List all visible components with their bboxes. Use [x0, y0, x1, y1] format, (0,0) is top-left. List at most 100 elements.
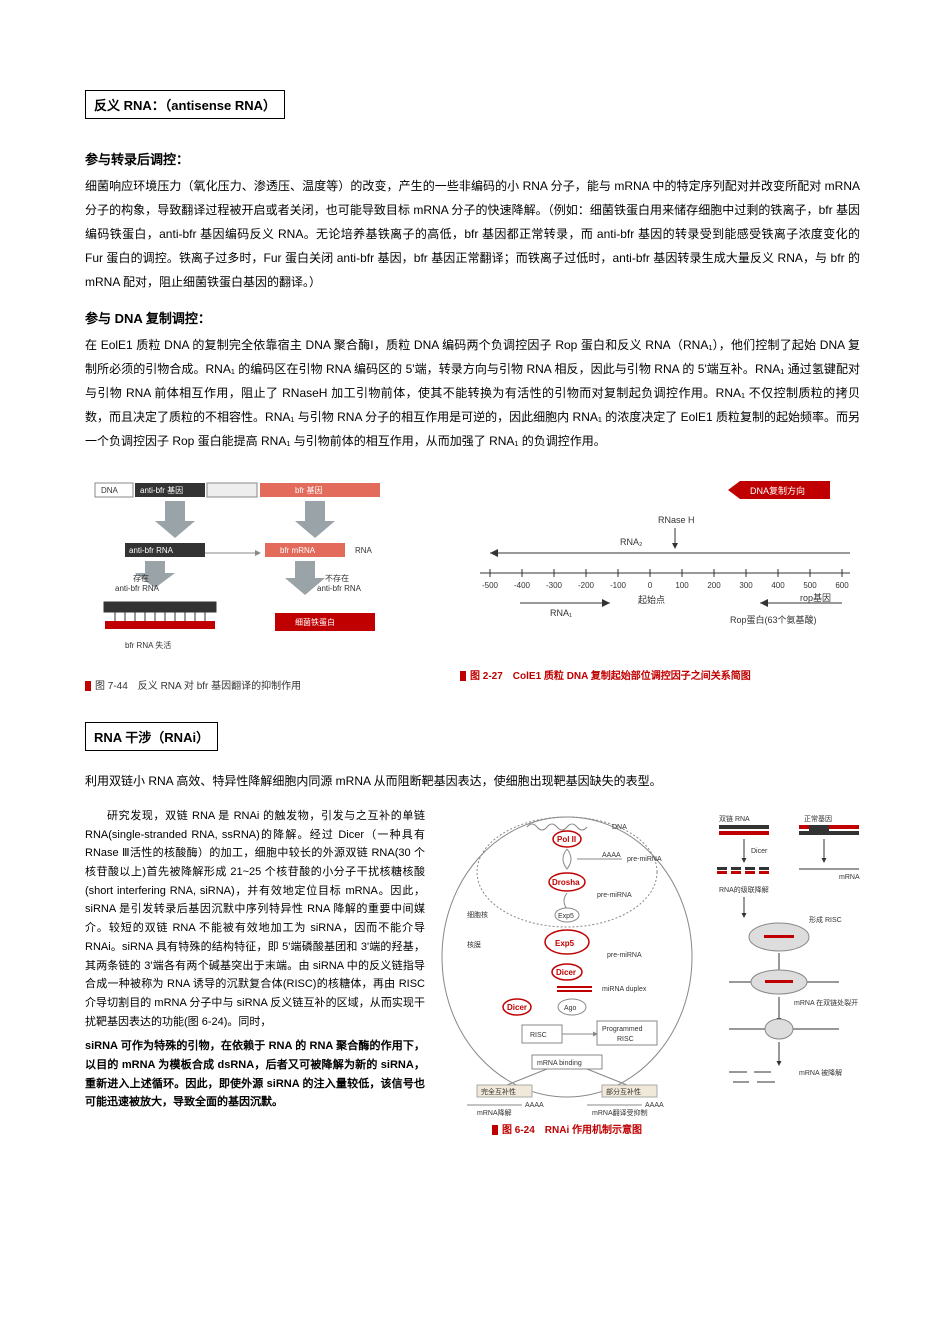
rna-text: RNA	[355, 546, 373, 555]
pre-mirna-3: pre-miRNA	[607, 952, 642, 959]
rop-arrowhead	[760, 599, 768, 607]
arrow-right-down	[295, 501, 335, 538]
rna1-text: RNA₁	[550, 608, 572, 618]
dna-text: DNA	[101, 486, 119, 495]
rop-gene-text: rop基因	[800, 592, 831, 603]
rna2-arrowhead	[490, 549, 498, 557]
mrna-label: mRNA	[839, 874, 860, 881]
section-label-transcription: 参与转录后调控：	[85, 149, 860, 168]
dna-wave	[527, 824, 587, 830]
fig2-caption: 图 2-27 ColE1 质粒 DNA 复制起始部位调控因子之间关系简图	[460, 667, 860, 682]
bfr-gene-text: bfr 基因	[295, 485, 323, 495]
svg-text:AAAA: AAAA	[525, 1102, 544, 1109]
dsrna-label: 双链 RNA	[719, 814, 750, 823]
exp5-small-text: Exp5	[558, 913, 574, 920]
red-bar-icon-2	[460, 671, 466, 681]
rnai-cascade-svg: 双链 RNA 正常基因 Dicer	[709, 807, 869, 1107]
duplex-text: miRNA duplex	[602, 986, 647, 993]
drosha-text: Drosha	[552, 878, 580, 887]
red-bar-icon	[85, 681, 91, 691]
dicer-text: Dicer	[556, 968, 576, 977]
gene-label: 正常基因	[804, 814, 832, 823]
rnai-intro: 利用双链小 RNA 高效、特异性降解细胞内同源 mRNA 从而阻断靶基因表达，使…	[85, 769, 860, 793]
fig1-caption-text: 图 7-44 反义 RNA 对 bfr 基因翻译的抑制作用	[95, 681, 301, 692]
break-label: mRNA 在双链处裂开	[794, 998, 858, 1007]
svg-text:-200: -200	[578, 581, 595, 590]
pre-mirna-2: pre-miRNA	[597, 892, 632, 899]
rnaseh-text: RNase H	[658, 515, 695, 525]
prog-risc-t2: RISC	[617, 1036, 634, 1043]
svg-text:200: 200	[707, 581, 721, 590]
notexist2-text: anti-bfr RNA	[317, 584, 362, 593]
svg-text:-300: -300	[546, 581, 563, 590]
paired-bottom	[105, 621, 215, 629]
svg-text:0: 0	[648, 581, 653, 590]
figure-rnai-cascade: 双链 RNA 正常基因 Dicer	[709, 807, 869, 1136]
branch-right	[587, 1069, 627, 1085]
fig2-caption-text: 图 2-27 ColE1 质粒 DNA 复制起始部位调控因子之间关系简图	[470, 671, 751, 682]
anti-bfr-rna-text: anti-bfr RNA	[129, 546, 174, 555]
full-comp-text: 完全互补性	[481, 1087, 516, 1096]
bfr-mrna-text: bfr mRNA	[280, 546, 316, 555]
dicer2-text: Dicer	[507, 1003, 527, 1012]
svg-text:300: 300	[739, 581, 753, 590]
dna-dir-text: DNA复制方向	[750, 485, 805, 496]
dna-label: DNA	[612, 824, 627, 831]
exp5-big-text: Exp5	[555, 939, 575, 948]
rnai-mechanism-svg: 细胞核 核膜 DNA Pol II AAAA pre-miRNA Drosha …	[437, 807, 697, 1117]
bfr-inactive-text: bfr RNA 失活	[125, 640, 171, 650]
rnai-para-2: siRNA 可作为特殊的引物，在依赖于 RNA 的 RNA 聚合酶的作用下，以目…	[85, 1037, 425, 1112]
ago-text: Ago	[564, 1005, 577, 1012]
paragraph-transcription-body: 细菌响应环境压力（氧化压力、渗透压、温度等）的改变，产生的一些非编码的小 RNA…	[85, 174, 860, 294]
svg-text:AAAA: AAAA	[645, 1102, 664, 1109]
cascade-label: RNA的级联降解	[719, 885, 769, 894]
form-risc-label: 形成 RISC	[809, 915, 842, 924]
figure-rnai-mechanism: 细胞核 核膜 DNA Pol II AAAA pre-miRNA Drosha …	[437, 807, 697, 1136]
rna2-text: RNA₂	[620, 537, 643, 547]
rnai-row: 研究发现，双链 RNA 是 RNAi 的触发物，引发与之互补的单链 RNA(si…	[85, 807, 860, 1136]
ds-bot	[719, 831, 769, 835]
pre-hairpin-2	[564, 893, 567, 909]
partial-comp-text: 部分互补性	[606, 1087, 641, 1096]
cole1-diagram-svg: DNA复制方向 RNase H RNA₂ -500 -400 -300 -200…	[460, 473, 860, 663]
fig3-caption: 图 6-24 RNAi 作用机制示意图	[437, 1121, 697, 1136]
figures-row-1: DNA anti-bfr 基因 bfr 基因 anti-bfr RNA bfr …	[85, 473, 860, 692]
svg-text:-100: -100	[610, 581, 627, 590]
svg-text:100: 100	[675, 581, 689, 590]
red-bar-icon-3	[492, 1125, 498, 1135]
rna1-arrowhead	[602, 599, 610, 607]
rnai-text-column: 研究发现，双链 RNA 是 RNAi 的触发物，引发与之互补的单链 RNA(si…	[85, 807, 425, 1136]
svg-text:500: 500	[803, 581, 817, 590]
title-antisense-rna: 反义 RNA：（antisense RNA）	[85, 90, 285, 119]
risc-text: RISC	[530, 1032, 547, 1039]
binding-text: mRNA binding	[537, 1060, 582, 1067]
figure-cole1: DNA复制方向 RNase H RNA₂ -500 -400 -300 -200…	[460, 473, 860, 682]
dna-dir-arrowhead	[728, 481, 740, 499]
bfr-diagram-svg: DNA anti-bfr 基因 bfr 基因 anti-bfr RNA bfr …	[85, 473, 425, 673]
rnai-para-1: 研究发现，双链 RNA 是 RNAi 的触发物，引发与之互补的单链 RNA(si…	[85, 807, 425, 1031]
svg-text:-400: -400	[514, 581, 531, 590]
degraded-label: mRNA 被降解	[799, 1068, 842, 1077]
svg-text:AAAA: AAAA	[602, 852, 621, 859]
dicer-label: Dicer	[751, 848, 768, 855]
svg-text:600: 600	[835, 581, 849, 590]
prog-risc-t1: Programmed	[602, 1026, 643, 1033]
nucleus-label: 细胞核	[467, 910, 488, 919]
exist2-text: anti-bfr RNA	[115, 584, 160, 593]
rop-protein-text: Rop蛋白(63个氨基酸)	[730, 614, 817, 625]
anti-bfr-gene-text: anti-bfr 基因	[140, 485, 183, 495]
origin-text: 起始点	[638, 594, 665, 605]
branch-left	[507, 1069, 547, 1085]
arrow-left-down	[155, 501, 195, 538]
paragraph-replication-body: 在 EolE1 质粒 DNA 的复制完全依靠宿主 DNA 聚合酶I，质粒 DNA…	[85, 333, 860, 453]
title-rnai: RNA 干涉（RNAi）	[85, 722, 218, 751]
svg-text:400: 400	[771, 581, 785, 590]
exist-text: 存在	[133, 573, 149, 583]
spacer-box	[207, 483, 257, 497]
paired-top	[105, 603, 215, 611]
membrane-label: 核膜	[467, 940, 481, 949]
mrna-repress-text: mRNA翻译受抑制	[592, 1108, 648, 1117]
document-page: 反义 RNA：（antisense RNA） 参与转录后调控： 细菌响应环境压力…	[0, 0, 945, 1176]
figure-bfr-antisense: DNA anti-bfr 基因 bfr 基因 anti-bfr RNA bfr …	[85, 473, 440, 692]
mrna-degrade-text: mRNA降解	[477, 1108, 512, 1117]
